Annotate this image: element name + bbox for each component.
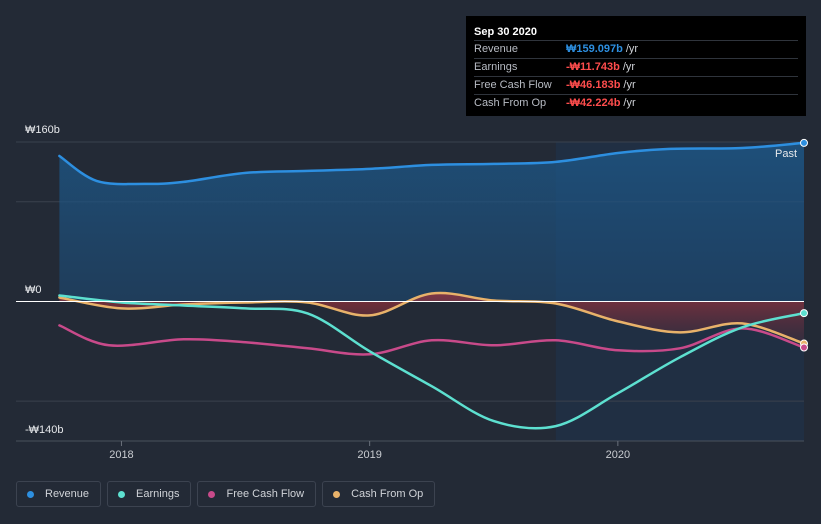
past-label: Past (775, 148, 797, 160)
legend-item-free-cash-flow[interactable]: Free Cash Flow (197, 481, 317, 507)
tooltip-row-free-cash-flow: Free Cash Flow -₩46.183b /yr (474, 76, 798, 94)
tooltip-unit: /yr (625, 43, 639, 55)
tooltip-unit: /yr (623, 79, 636, 91)
tooltip-date: Sep 30 2020 (474, 26, 537, 38)
tooltip-row-earnings: Earnings -₩11.743b /yr (474, 58, 798, 76)
x-tick-label-2019: 2019 (357, 449, 381, 461)
legend-item-revenue[interactable]: Revenue (16, 481, 102, 507)
tooltip-unit: /yr (622, 61, 636, 73)
legend-dot-icon (118, 490, 126, 498)
negative-area (59, 293, 804, 344)
x-tick-label-2018: 2018 (109, 449, 133, 461)
tooltip: Sep 30 2020 Revenue ₩159.097b /yr Earnin… (466, 16, 806, 116)
legend-dot-icon (27, 490, 34, 498)
tooltip-value: -₩46.183b (566, 79, 621, 91)
series-line-earnings (58, 294, 806, 430)
tooltip-label: Revenue (474, 43, 519, 55)
revenue-area (59, 142, 804, 302)
legend-label: Free Cash Flow (226, 488, 305, 500)
tooltip-value: ₩159.097b (566, 43, 623, 55)
tooltip-label: Cash From Op (474, 97, 547, 109)
tooltip-label: Free Cash Flow (474, 79, 552, 91)
tooltip-value: -₩11.743b (566, 61, 620, 73)
legend-dot-icon (333, 490, 341, 498)
tooltip-value: -₩42.224b (566, 97, 621, 109)
legend-dot-icon (208, 490, 216, 498)
legend-item-earnings[interactable]: Earnings (107, 481, 192, 507)
y-label-top: ₩160b (25, 124, 60, 136)
y-label-bottom: -₩140b (25, 424, 64, 436)
series-line-revenue (58, 141, 806, 186)
tooltip-unit: /yr (623, 97, 636, 109)
legend-label: Cash From Op (351, 488, 424, 500)
end-dot-free-cash-flow (800, 343, 808, 352)
tooltip-label: Earnings (474, 61, 518, 73)
x-tick-label-2020: 2020 (606, 449, 630, 461)
end-dot-revenue (800, 138, 808, 147)
y-label-zero: ₩0 (25, 284, 42, 296)
financial-chart: ₩160b ₩0 -₩140b Past 2018 2019 2020 (16, 124, 808, 461)
series-line-free-cash-flow (58, 324, 806, 356)
tooltip-row-cash-from-op: Cash From Op -₩42.224b /yr (474, 94, 798, 112)
legend-item-cash-from-op[interactable]: Cash From Op (322, 481, 436, 507)
legend: Revenue Earnings Free Cash Flow Cash Fro… (16, 481, 436, 507)
legend-label: Earnings (136, 488, 180, 500)
legend-label: Revenue (45, 488, 90, 500)
end-dot-earnings (800, 309, 808, 318)
tooltip-row-revenue: Revenue ₩159.097b /yr (474, 40, 798, 58)
